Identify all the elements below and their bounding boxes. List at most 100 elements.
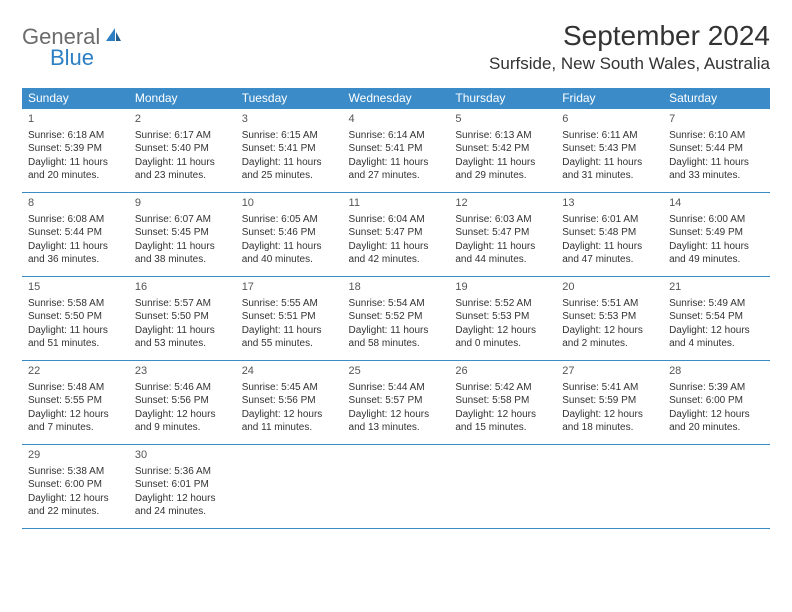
day-number: 7 xyxy=(669,112,764,127)
sunrise-text: Sunrise: 6:03 AM xyxy=(455,213,550,227)
sunset-text: Sunset: 5:53 PM xyxy=(562,310,657,324)
day-cell: 2Sunrise: 6:17 AMSunset: 5:40 PMDaylight… xyxy=(129,109,236,193)
daylight-text: Daylight: 12 hours and 22 minutes. xyxy=(28,492,123,519)
day-number: 3 xyxy=(242,112,337,127)
sunrise-text: Sunrise: 6:05 AM xyxy=(242,213,337,227)
empty-cell xyxy=(663,445,770,529)
day-cell: 26Sunrise: 5:42 AMSunset: 5:58 PMDayligh… xyxy=(449,361,556,445)
day-number: 29 xyxy=(28,448,123,463)
calendar-body: 1Sunrise: 6:18 AMSunset: 5:39 PMDaylight… xyxy=(22,109,770,529)
sunset-text: Sunset: 5:54 PM xyxy=(669,310,764,324)
day-cell: 5Sunrise: 6:13 AMSunset: 5:42 PMDaylight… xyxy=(449,109,556,193)
logo-sail-icon xyxy=(102,26,122,49)
day-cell: 22Sunrise: 5:48 AMSunset: 5:55 PMDayligh… xyxy=(22,361,129,445)
day-cell: 30Sunrise: 5:36 AMSunset: 6:01 PMDayligh… xyxy=(129,445,236,529)
day-cell: 28Sunrise: 5:39 AMSunset: 6:00 PMDayligh… xyxy=(663,361,770,445)
daylight-text: Daylight: 12 hours and 18 minutes. xyxy=(562,408,657,435)
day-cell: 27Sunrise: 5:41 AMSunset: 5:59 PMDayligh… xyxy=(556,361,663,445)
logo: General Blue xyxy=(22,20,122,69)
day-cell: 7Sunrise: 6:10 AMSunset: 5:44 PMDaylight… xyxy=(663,109,770,193)
daylight-text: Daylight: 11 hours and 20 minutes. xyxy=(28,156,123,183)
daylight-text: Daylight: 12 hours and 4 minutes. xyxy=(669,324,764,351)
day-number: 14 xyxy=(669,196,764,211)
empty-cell xyxy=(556,445,663,529)
day-number: 23 xyxy=(135,364,230,379)
day-header: Wednesday xyxy=(343,88,450,109)
day-cell: 29Sunrise: 5:38 AMSunset: 6:00 PMDayligh… xyxy=(22,445,129,529)
empty-cell xyxy=(343,445,450,529)
daylight-text: Daylight: 11 hours and 53 minutes. xyxy=(135,324,230,351)
daylight-text: Daylight: 11 hours and 44 minutes. xyxy=(455,240,550,267)
daylight-text: Daylight: 11 hours and 36 minutes. xyxy=(28,240,123,267)
sunrise-text: Sunrise: 6:08 AM xyxy=(28,213,123,227)
day-cell: 25Sunrise: 5:44 AMSunset: 5:57 PMDayligh… xyxy=(343,361,450,445)
sunrise-text: Sunrise: 5:55 AM xyxy=(242,297,337,311)
day-number: 25 xyxy=(349,364,444,379)
sunset-text: Sunset: 5:45 PM xyxy=(135,226,230,240)
sunrise-text: Sunrise: 5:36 AM xyxy=(135,465,230,479)
day-cell: 15Sunrise: 5:58 AMSunset: 5:50 PMDayligh… xyxy=(22,277,129,361)
week-row: 15Sunrise: 5:58 AMSunset: 5:50 PMDayligh… xyxy=(22,277,770,361)
daylight-text: Daylight: 11 hours and 29 minutes. xyxy=(455,156,550,183)
calendar-table: SundayMondayTuesdayWednesdayThursdayFrid… xyxy=(22,88,770,529)
day-header: Monday xyxy=(129,88,236,109)
day-cell: 4Sunrise: 6:14 AMSunset: 5:41 PMDaylight… xyxy=(343,109,450,193)
sunrise-text: Sunrise: 6:11 AM xyxy=(562,129,657,143)
day-cell: 3Sunrise: 6:15 AMSunset: 5:41 PMDaylight… xyxy=(236,109,343,193)
week-row: 8Sunrise: 6:08 AMSunset: 5:44 PMDaylight… xyxy=(22,193,770,277)
sunrise-text: Sunrise: 5:51 AM xyxy=(562,297,657,311)
daylight-text: Daylight: 12 hours and 7 minutes. xyxy=(28,408,123,435)
day-cell: 17Sunrise: 5:55 AMSunset: 5:51 PMDayligh… xyxy=(236,277,343,361)
daylight-text: Daylight: 11 hours and 23 minutes. xyxy=(135,156,230,183)
day-number: 9 xyxy=(135,196,230,211)
daylight-text: Daylight: 12 hours and 0 minutes. xyxy=(455,324,550,351)
day-header: Thursday xyxy=(449,88,556,109)
day-cell: 12Sunrise: 6:03 AMSunset: 5:47 PMDayligh… xyxy=(449,193,556,277)
sunset-text: Sunset: 5:47 PM xyxy=(455,226,550,240)
sunset-text: Sunset: 5:43 PM xyxy=(562,142,657,156)
day-cell: 19Sunrise: 5:52 AMSunset: 5:53 PMDayligh… xyxy=(449,277,556,361)
daylight-text: Daylight: 12 hours and 9 minutes. xyxy=(135,408,230,435)
day-number: 10 xyxy=(242,196,337,211)
sunset-text: Sunset: 5:56 PM xyxy=(242,394,337,408)
daylight-text: Daylight: 12 hours and 24 minutes. xyxy=(135,492,230,519)
sunrise-text: Sunrise: 5:57 AM xyxy=(135,297,230,311)
day-number: 8 xyxy=(28,196,123,211)
sunrise-text: Sunrise: 6:13 AM xyxy=(455,129,550,143)
day-cell: 24Sunrise: 5:45 AMSunset: 5:56 PMDayligh… xyxy=(236,361,343,445)
logo-word-blue: Blue xyxy=(50,47,122,69)
sunset-text: Sunset: 5:39 PM xyxy=(28,142,123,156)
sunrise-text: Sunrise: 5:49 AM xyxy=(669,297,764,311)
sunset-text: Sunset: 5:44 PM xyxy=(28,226,123,240)
day-number: 22 xyxy=(28,364,123,379)
sunrise-text: Sunrise: 6:01 AM xyxy=(562,213,657,227)
week-row: 22Sunrise: 5:48 AMSunset: 5:55 PMDayligh… xyxy=(22,361,770,445)
day-number: 26 xyxy=(455,364,550,379)
calendar-head: SundayMondayTuesdayWednesdayThursdayFrid… xyxy=(22,88,770,109)
sunset-text: Sunset: 5:42 PM xyxy=(455,142,550,156)
daylight-text: Daylight: 11 hours and 55 minutes. xyxy=(242,324,337,351)
day-cell: 20Sunrise: 5:51 AMSunset: 5:53 PMDayligh… xyxy=(556,277,663,361)
sunset-text: Sunset: 5:46 PM xyxy=(242,226,337,240)
day-header: Sunday xyxy=(22,88,129,109)
day-number: 16 xyxy=(135,280,230,295)
daylight-text: Daylight: 12 hours and 15 minutes. xyxy=(455,408,550,435)
sunrise-text: Sunrise: 6:04 AM xyxy=(349,213,444,227)
daylight-text: Daylight: 12 hours and 13 minutes. xyxy=(349,408,444,435)
sunrise-text: Sunrise: 5:46 AM xyxy=(135,381,230,395)
week-row: 29Sunrise: 5:38 AMSunset: 6:00 PMDayligh… xyxy=(22,445,770,529)
location-text: Surfside, New South Wales, Australia xyxy=(489,54,770,74)
sunset-text: Sunset: 5:49 PM xyxy=(669,226,764,240)
sunset-text: Sunset: 5:47 PM xyxy=(349,226,444,240)
daylight-text: Daylight: 11 hours and 40 minutes. xyxy=(242,240,337,267)
page-title: September 2024 xyxy=(489,20,770,52)
sunset-text: Sunset: 5:58 PM xyxy=(455,394,550,408)
sunrise-text: Sunrise: 6:00 AM xyxy=(669,213,764,227)
day-header-row: SundayMondayTuesdayWednesdayThursdayFrid… xyxy=(22,88,770,109)
sunrise-text: Sunrise: 6:07 AM xyxy=(135,213,230,227)
day-number: 19 xyxy=(455,280,550,295)
day-number: 18 xyxy=(349,280,444,295)
sunset-text: Sunset: 5:55 PM xyxy=(28,394,123,408)
daylight-text: Daylight: 11 hours and 27 minutes. xyxy=(349,156,444,183)
sunset-text: Sunset: 5:44 PM xyxy=(669,142,764,156)
